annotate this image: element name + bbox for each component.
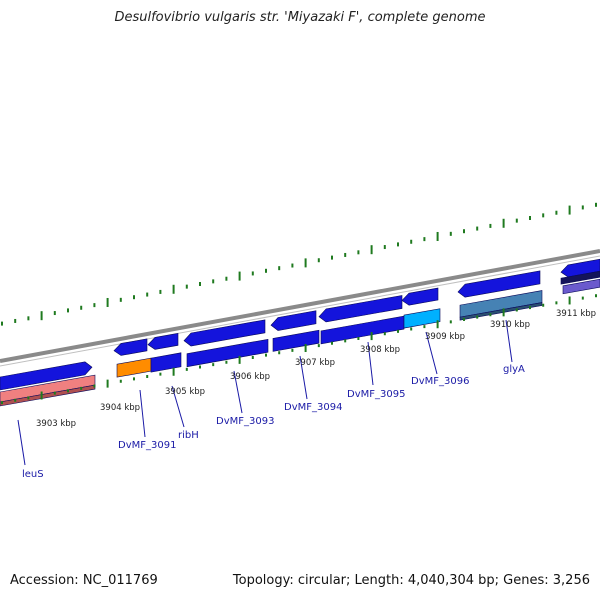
cds-arrow [113, 338, 148, 356]
cds-arrow [457, 270, 541, 298]
cds-highlight-orange [116, 357, 152, 378]
gene-label-DvMF_3095: DvMF_3095 [347, 389, 405, 400]
kbp-label-3906: 3906 kbp [230, 372, 270, 382]
genome-summary-text: Topology: circular; Length: 4,040,304 bp… [232, 573, 590, 588]
cds-arrow [320, 315, 405, 345]
cds-arrow [150, 352, 182, 373]
gene-label-DvMF_3093: DvMF_3093 [216, 416, 274, 427]
gene-label-DvMF_3096: DvMF_3096 [411, 376, 469, 387]
rna-feature-shadow [459, 302, 543, 321]
map-title: Desulfovibrio vulgaris str. 'Miyazaki F'… [114, 10, 486, 25]
kbp-label-3909: 3909 kbp [425, 332, 465, 342]
cds-arrow [0, 361, 93, 391]
outer-tick-marks [1, 202, 597, 326]
cds-arrow [270, 310, 317, 331]
rna-feature-shadow [0, 384, 96, 407]
rna-feature [562, 278, 600, 295]
kbp-label-3904: 3904 kbp [100, 403, 140, 413]
cds-arrow [401, 287, 439, 306]
accession-text: Accession: NC_011769 [10, 573, 158, 588]
gene-features [0, 258, 600, 407]
gene-label-DvMF_3094: DvMF_3094 [284, 402, 342, 413]
cds-arrow [147, 332, 179, 350]
kbp-label-3908: 3908 kbp [360, 345, 400, 355]
cds-highlight-cyan [403, 308, 441, 329]
kbp-label-3905: 3905 kbp [165, 387, 205, 397]
backbone-line-outer [0, 249, 600, 363]
gene-label-glyA: glyA [503, 364, 525, 375]
leader-line [171, 385, 185, 428]
kbp-label-3910: 3910 kbp [490, 320, 530, 330]
cds-arrow [183, 319, 266, 347]
leader-line [139, 389, 146, 438]
leader-line [233, 370, 243, 414]
kbp-label-3903: 3903 kbp [36, 419, 76, 429]
leader-line [299, 355, 308, 400]
leader-line [425, 331, 438, 375]
cds-arrow [318, 295, 403, 323]
cds-arrow [560, 270, 600, 285]
genome-backbone [0, 249, 600, 367]
gene-name-labels: leuS DvMF_3091 ribH DvMF_3093 DvMF_3094 … [22, 364, 525, 480]
label-leader-lines [17, 319, 513, 466]
kbp-label-3907: 3907 kbp [295, 358, 335, 368]
kbp-label-3911: 3911 kbp [556, 309, 596, 319]
backbone-line-inner [0, 255, 600, 367]
leader-line [17, 419, 26, 466]
cds-arrow [186, 338, 269, 368]
gene-label-ribH: ribH [178, 430, 199, 441]
cds-arrow [272, 329, 320, 352]
gene-label-DvMF_3091: DvMF_3091 [118, 440, 176, 451]
leader-line [367, 341, 374, 386]
kbp-scale-labels: 3903 kbp 3904 kbp 3905 kbp 3906 kbp 3907… [36, 309, 596, 429]
leader-line [505, 319, 513, 363]
gene-label-leuS: leuS [22, 469, 44, 480]
inner-tick-marks [1, 294, 597, 405]
